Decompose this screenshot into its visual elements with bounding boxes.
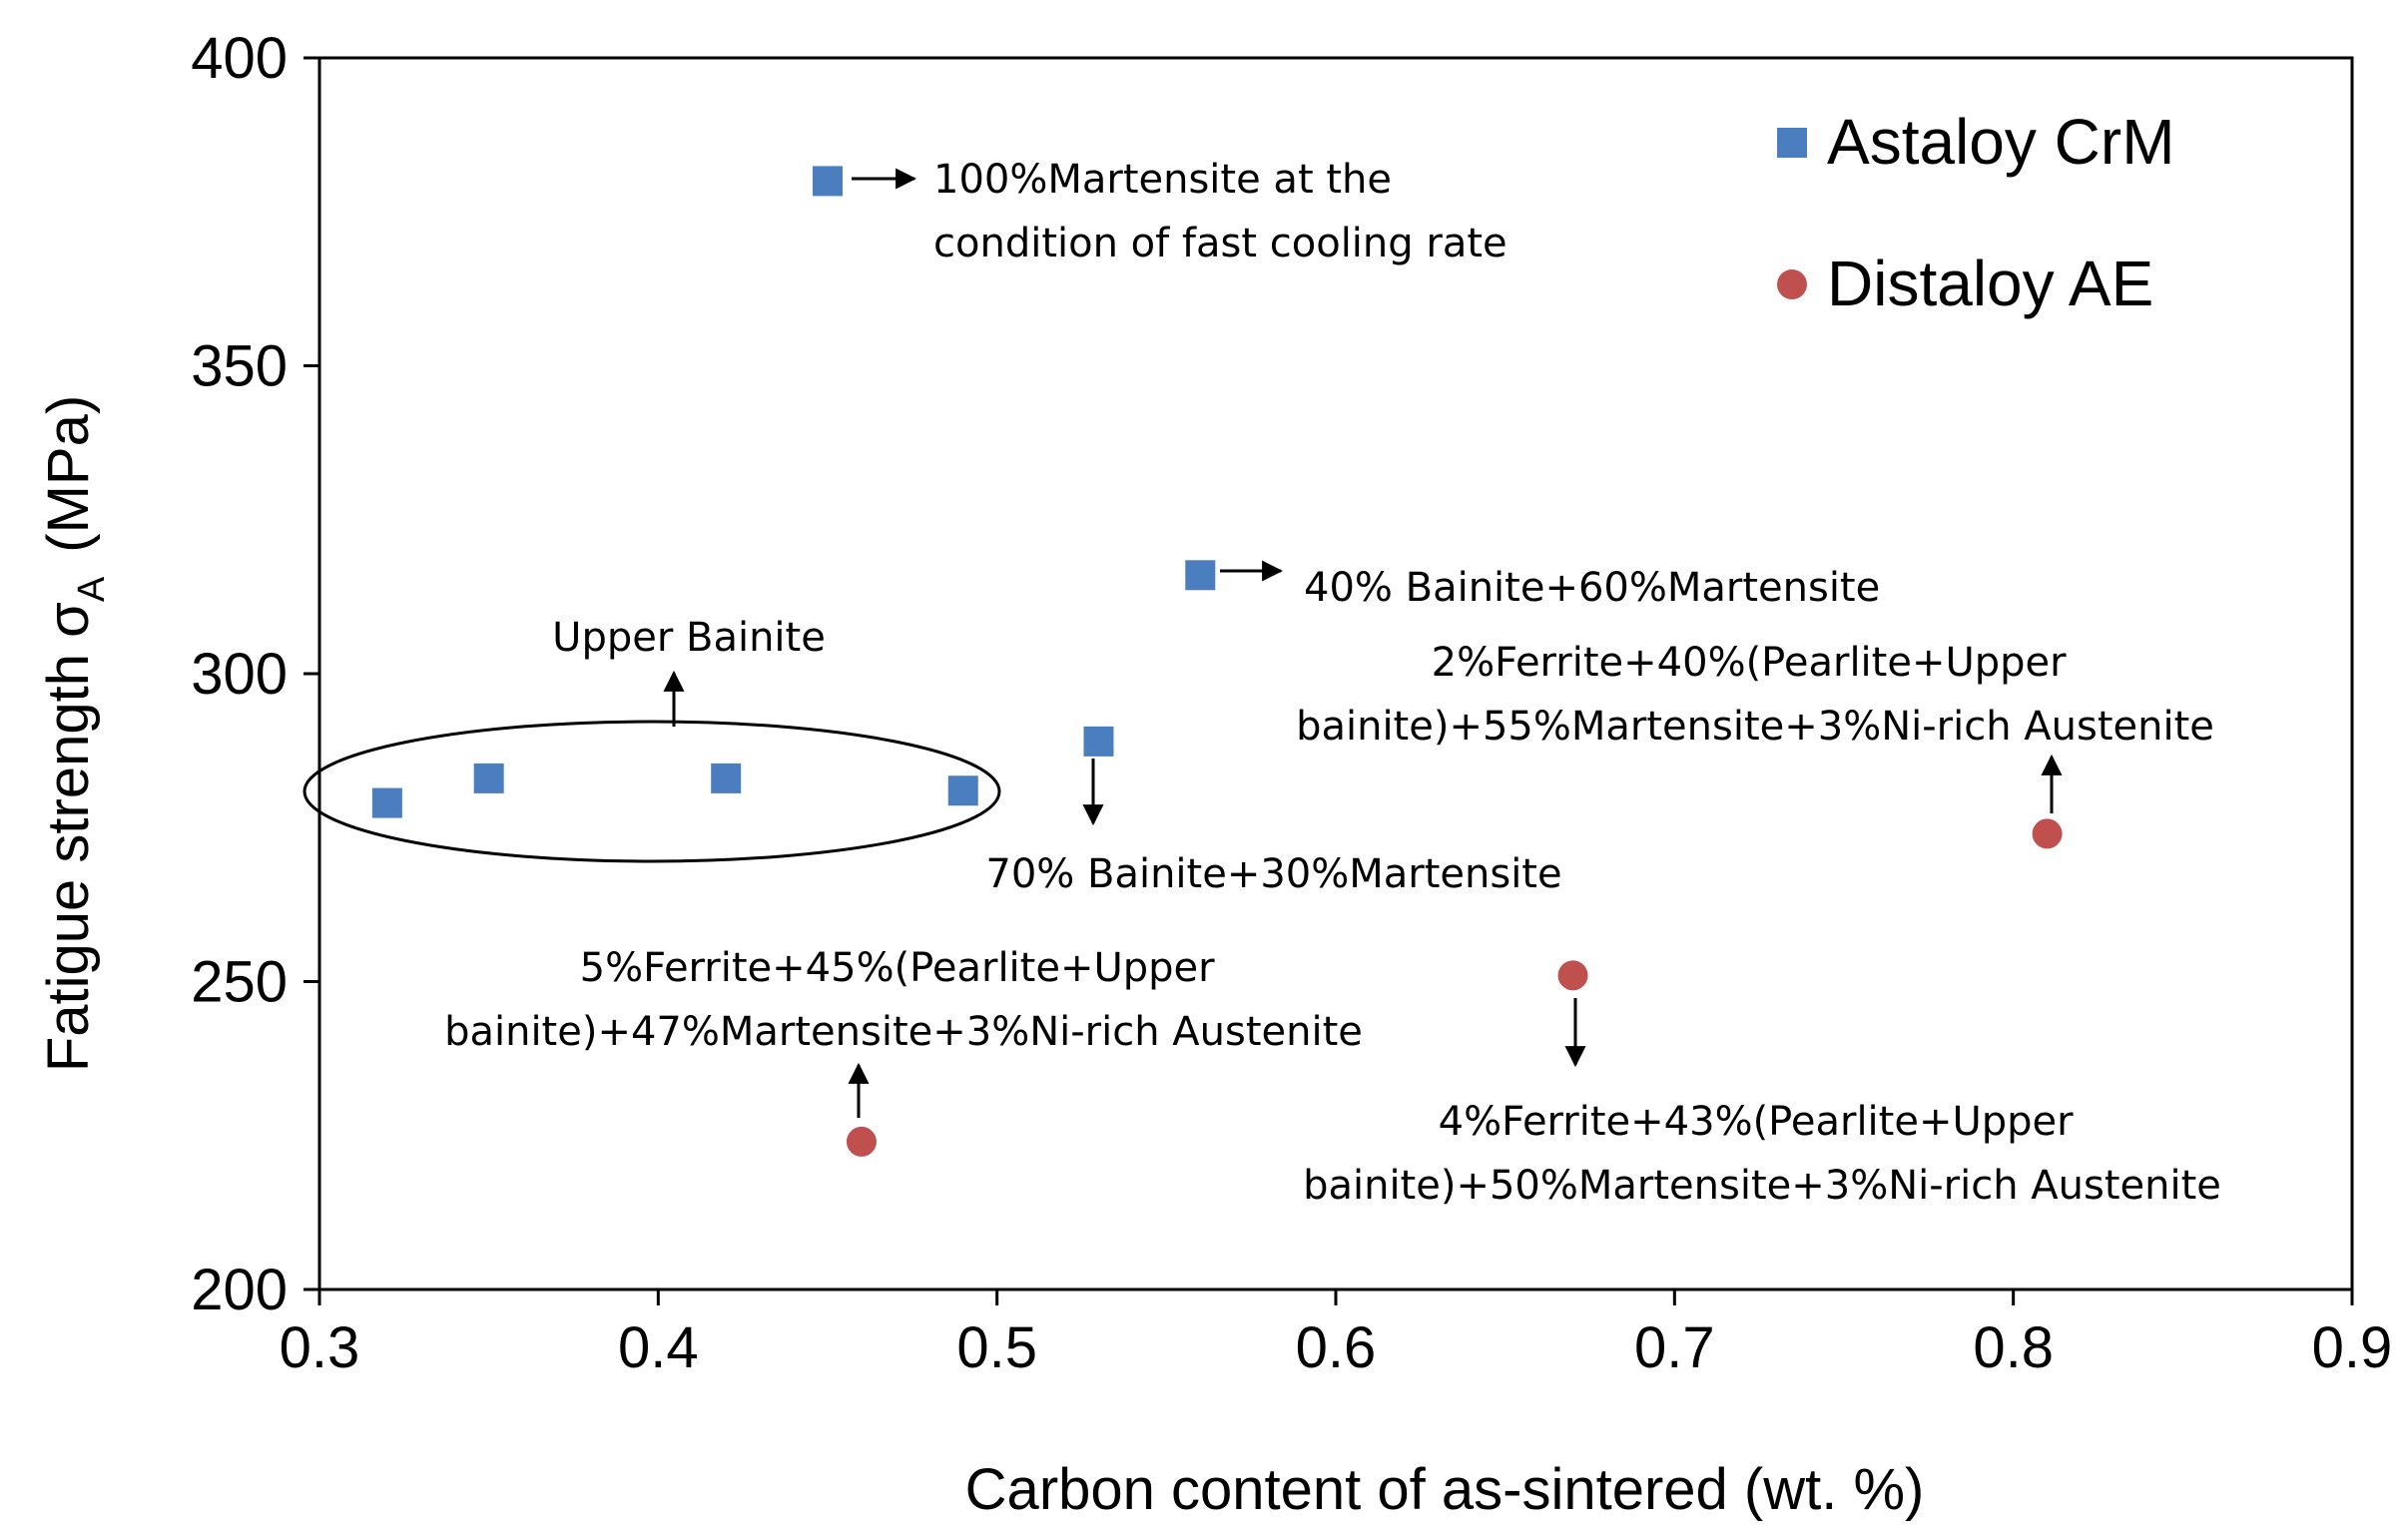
x-tick-label: 0.8 <box>1973 1315 2054 1380</box>
legend-label-astaloy-crm: Astaloy CrM <box>1827 106 2175 178</box>
annotation-4-ferrite: 4%Ferrite+43%(Pearlite+Upper bainite)+50… <box>1303 1099 2221 1209</box>
annotation-2-ferrite: 2%Ferrite+40%(Pearlite+Upper bainite)+55… <box>1296 640 2214 750</box>
y-tick-label: 400 <box>191 26 288 91</box>
data-points <box>371 166 2063 1157</box>
legend: Astaloy CrM Distaloy AE <box>1777 106 2175 319</box>
x-tick-label: 0.4 <box>618 1315 699 1380</box>
point-astaloy-crm <box>473 763 504 793</box>
x-tick-label: 0.3 <box>280 1315 360 1380</box>
legend-label-distaloy-ae: Distaloy AE <box>1827 248 2153 319</box>
y-tick-label: 350 <box>191 334 288 399</box>
annotation-40-bainite: 40% Bainite+60%Martensite <box>1304 565 1880 611</box>
legend-marker-distaloy-ae <box>1777 269 1807 299</box>
x-tick-label: 0.5 <box>956 1315 1037 1380</box>
point-astaloy-crm <box>1185 560 1216 591</box>
y-axis: 200 250 300 350 400 <box>191 26 319 1322</box>
point-distaloy-ae <box>2032 818 2063 849</box>
point-astaloy-crm <box>1083 726 1114 757</box>
point-astaloy-crm <box>711 763 742 793</box>
point-distaloy-ae <box>1557 960 1588 991</box>
x-tick-label: 0.6 <box>1296 1315 1377 1380</box>
point-astaloy-crm <box>947 775 978 806</box>
x-axis-title: Carbon content of as-sintered (wt. %) <box>965 1457 1925 1522</box>
annotation-100-martensite: 100%Martensite at the condition of fast … <box>933 157 1507 266</box>
annotation-5-ferrite: 5%Ferrite+45%(Pearlite+Upper bainite)+47… <box>444 945 1363 1055</box>
y-axis-title: Fatigue strength σA(MPa) <box>36 395 113 1072</box>
point-distaloy-ae <box>846 1126 877 1157</box>
y-tick-label: 200 <box>191 1258 288 1322</box>
annotation-upper-bainite: Upper Bainite <box>552 615 826 661</box>
point-astaloy-crm <box>371 787 402 818</box>
y-tick-label: 300 <box>191 642 288 707</box>
upper-bainite-ellipse <box>302 720 1001 863</box>
annotation-arrows <box>663 168 2063 1118</box>
legend-marker-astaloy-crm <box>1777 128 1807 158</box>
x-tick-label: 0.7 <box>1634 1315 1715 1380</box>
x-axis: 0.3 0.4 0.5 0.6 0.7 0.8 0.9 <box>280 1289 2393 1380</box>
point-astaloy-crm <box>813 166 843 197</box>
annotations: 100%Martensite at the condition of fast … <box>444 157 2221 1209</box>
annotation-70-bainite: 70% Bainite+30%Martensite <box>985 851 1561 897</box>
x-tick-label: 0.9 <box>2312 1315 2393 1380</box>
y-tick-label: 250 <box>191 950 288 1015</box>
